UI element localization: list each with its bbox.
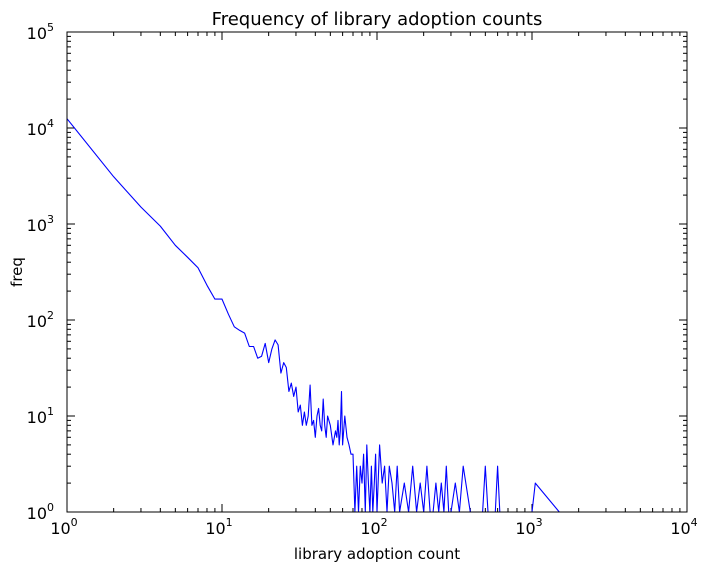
x-tick-label: 103 (515, 516, 542, 538)
x-tick-label: 101 (205, 516, 232, 538)
series-line (66, 118, 672, 513)
x-axis-label: library adoption count (294, 545, 460, 563)
plot-frame (66, 31, 688, 513)
chart-title: Frequency of library adoption counts (212, 9, 543, 30)
y-tick-label: 101 (27, 405, 54, 427)
axis-ticks (66, 31, 688, 513)
y-tick-label: 100 (27, 501, 54, 523)
y-tick-label: 102 (27, 309, 54, 331)
y-axis-label: freq (8, 257, 26, 287)
axis-tick-labels: 100 101 102 103 104 100 101 102 103 104 105 (27, 21, 698, 538)
x-tick-label: 104 (670, 516, 697, 538)
y-tick-label: 104 (27, 117, 54, 139)
plot-area (66, 118, 672, 513)
x-tick-label: 100 (50, 516, 77, 538)
y-tick-label: 105 (27, 21, 54, 43)
x-tick-label: 102 (360, 516, 387, 538)
y-tick-label: 103 (27, 213, 54, 235)
